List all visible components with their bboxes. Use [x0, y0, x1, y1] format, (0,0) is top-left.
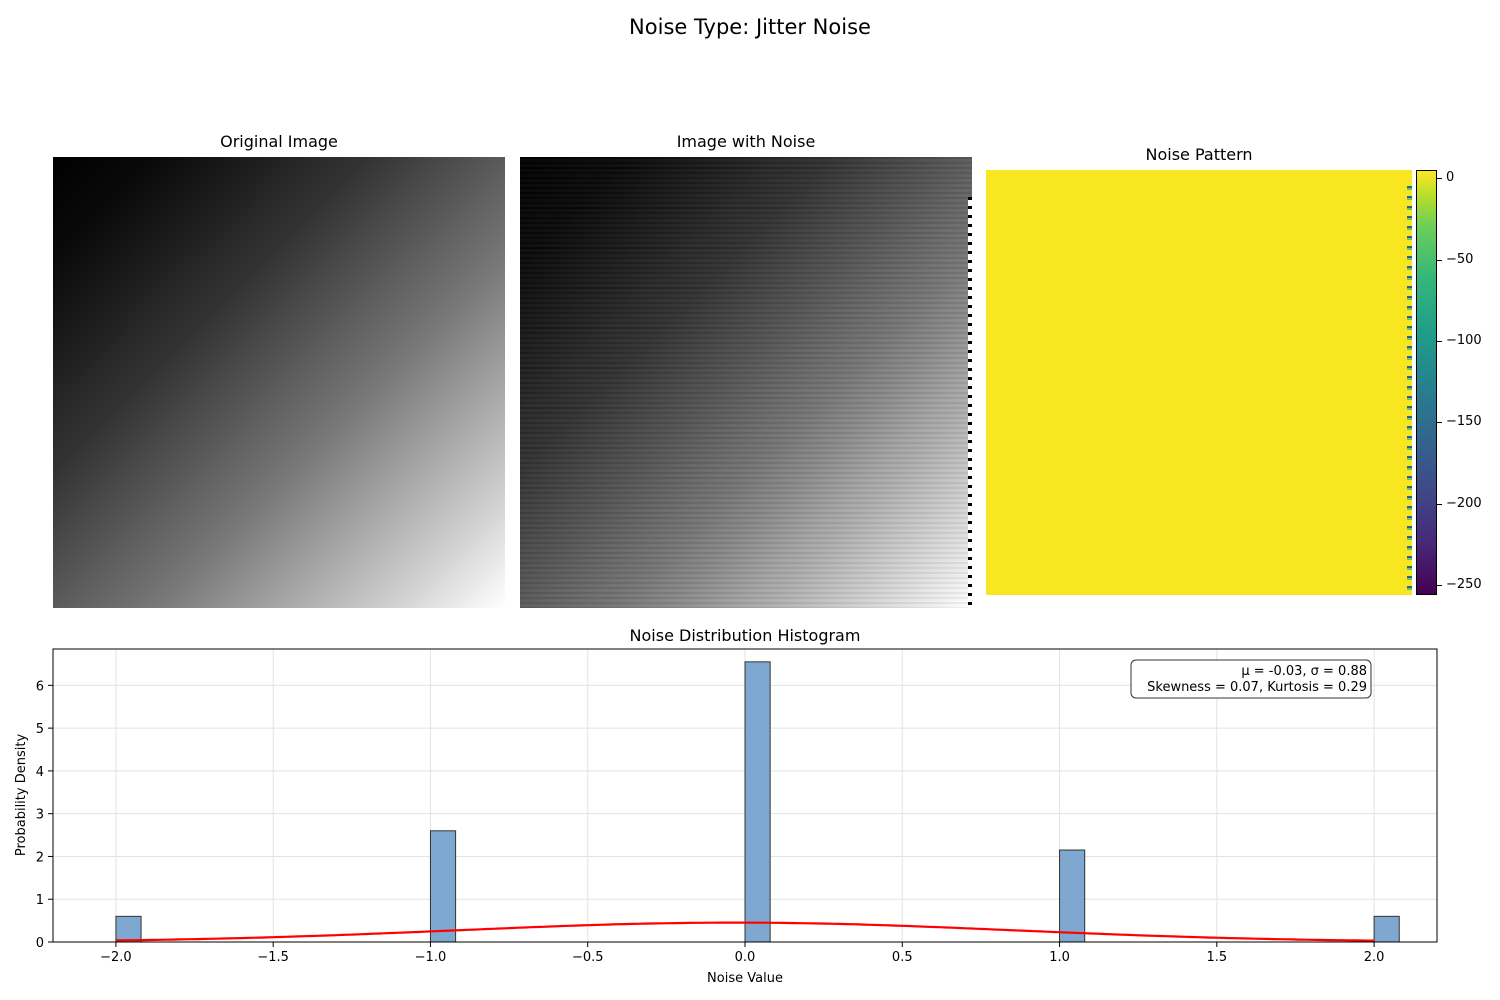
y-tick-label: 2 — [36, 850, 44, 865]
histogram-title: Noise Distribution Histogram — [630, 626, 861, 645]
colorbar — [1416, 170, 1437, 595]
colorbar-tick — [1437, 259, 1442, 261]
histogram-bar — [744, 661, 771, 943]
x-tick-label: −1.5 — [257, 950, 289, 965]
x-axis-ticks: −2.0 −1.5 −1.0 −0.5 0.0 0.5 1.0 1.5 2.0 — [100, 942, 1384, 965]
y-tick-label: 0 — [36, 936, 44, 951]
x-tick-label: −0.5 — [572, 950, 604, 965]
x-tick-label: 0.0 — [735, 950, 756, 965]
colorbar-tick — [1437, 178, 1442, 180]
normal-fit-curve — [115, 921, 1375, 942]
noise-pattern-image — [986, 170, 1412, 595]
y-axis-label: Probability Density — [14, 734, 29, 857]
histogram-bar — [115, 915, 142, 943]
jitter-stripes — [520, 157, 972, 608]
colorbar-tick-label: −100 — [1446, 332, 1482, 348]
x-tick-label: 0.5 — [892, 950, 913, 965]
colorbar-tick — [1437, 503, 1442, 505]
histogram-bar — [1059, 849, 1086, 943]
y-tick-label: 1 — [36, 893, 44, 908]
original-image — [53, 157, 505, 608]
noise-pattern-edge — [1407, 180, 1412, 595]
noise-pattern-title: Noise Pattern — [1145, 145, 1253, 164]
original-image-title: Original Image — [220, 132, 338, 151]
x-tick-label: 2.0 — [1364, 950, 1385, 965]
colorbar-tick-label: −250 — [1446, 577, 1482, 593]
x-tick-label: −2.0 — [100, 950, 132, 965]
y-tick-label: 4 — [36, 765, 44, 780]
colorbar-tick — [1437, 340, 1442, 342]
stats-skew-kurtosis: Skewness = 0.07, Kurtosis = 0.29 — [1147, 680, 1367, 695]
colorbar-tick-label: −50 — [1446, 251, 1474, 267]
histogram-bars — [115, 661, 1400, 943]
stats-mean-sigma: μ = -0.03, σ = 0.88 — [1241, 664, 1367, 679]
colorbar-tick — [1437, 422, 1442, 424]
y-tick-label: 6 — [36, 679, 44, 694]
y-axis-ticks: 0 1 2 3 4 5 6 — [36, 679, 53, 951]
stats-box — [1130, 659, 1372, 699]
x-axis-label: Noise Value — [707, 971, 783, 986]
noisy-image-title: Image with Noise — [676, 132, 816, 151]
histogram-bar — [1373, 915, 1400, 943]
y-tick-label: 5 — [36, 722, 44, 737]
colorbar-tick-label: 0 — [1446, 170, 1455, 186]
colorbar-tick-label: −200 — [1446, 495, 1482, 511]
histogram-bar — [429, 830, 457, 943]
y-tick-label: 3 — [36, 808, 44, 823]
figure-title: Noise Type: Jitter Noise — [629, 15, 871, 39]
x-tick-label: −1.0 — [415, 950, 447, 965]
colorbar-tick — [1437, 585, 1442, 587]
x-tick-label: 1.5 — [1206, 950, 1227, 965]
x-tick-label: 1.0 — [1049, 950, 1070, 965]
jitter-edge — [968, 197, 972, 608]
colorbar-tick-label: −150 — [1446, 414, 1482, 430]
noisy-image — [520, 157, 972, 608]
